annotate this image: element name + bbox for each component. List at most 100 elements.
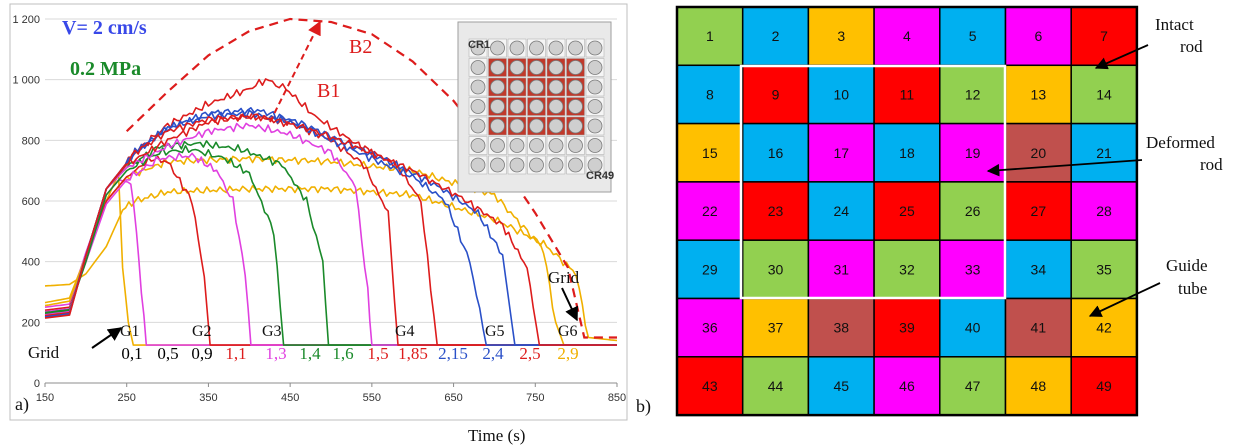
rod-cell-46 — [873, 356, 941, 416]
panel-b-label: b) — [636, 396, 651, 417]
rod-number: 45 — [833, 378, 849, 394]
rod-number: 27 — [1031, 203, 1047, 219]
rod-position-label: 1,3 — [265, 344, 286, 363]
series-line-4 — [44, 155, 617, 346]
rod-number: 36 — [702, 320, 718, 336]
inset-rod — [548, 99, 564, 114]
inset-rod — [490, 157, 505, 173]
inset-rod — [568, 40, 583, 56]
rod-number: 48 — [1031, 378, 1047, 394]
velocity-label: V= 2 cm/s — [62, 17, 147, 39]
rod-cell-11 — [873, 64, 941, 125]
rod-grid-border — [675, 5, 1139, 417]
rod-number: 28 — [1096, 203, 1112, 219]
inset-rod — [490, 138, 505, 153]
inset-rod — [587, 138, 603, 153]
inset-rod — [587, 118, 603, 134]
series-line-2 — [44, 172, 617, 346]
rod-number: 3 — [837, 28, 845, 44]
rod-number: 19 — [965, 145, 981, 161]
grid-label-left: Grid — [28, 343, 60, 362]
inset-rod — [548, 138, 564, 153]
inset-rod-grid — [468, 38, 605, 175]
rod-cell-37 — [741, 297, 810, 358]
inset-rod — [587, 40, 603, 56]
rod-number: 18 — [899, 145, 915, 161]
inset-label-cr49: CR49 — [586, 170, 614, 182]
y-tick-label: 1 200 — [12, 14, 40, 26]
inset-rod — [529, 40, 544, 56]
rod-position-label: 2,9 — [557, 344, 578, 363]
inset-rod — [490, 79, 505, 95]
rod-number: 29 — [702, 261, 718, 277]
inset-rod — [568, 157, 583, 173]
x-tick-label: 750 — [526, 392, 544, 404]
rod-cell-1 — [676, 6, 744, 67]
rod-number: 46 — [899, 378, 915, 394]
rod-number: 39 — [899, 320, 915, 336]
x-ticks: 150 250 350 450 550 650 750 850 — [36, 383, 626, 404]
inset-label-cr1: CR1 — [468, 39, 490, 51]
series-lines — [44, 78, 618, 346]
panel-a-label: a) — [15, 394, 29, 415]
inset-rod — [470, 99, 486, 114]
series-line-14 — [44, 113, 617, 346]
x-tick-label: 450 — [281, 392, 299, 404]
rod-number: 37 — [768, 320, 784, 336]
grid-marker-g3: G3 — [262, 323, 282, 340]
grid-marker-g2: G2 — [192, 323, 212, 340]
rod-number: 43 — [702, 378, 718, 394]
grid-marker-g1: G1 — [120, 323, 140, 340]
y-ticks: 0 200 400 600 800 1 000 1 200 — [12, 14, 40, 390]
rod-number: 47 — [965, 378, 981, 394]
rod-number: 7 — [1100, 28, 1108, 44]
annotation-intact-rod: rod — [1180, 37, 1203, 56]
rod-number: 40 — [965, 320, 981, 336]
rod-cell-3 — [807, 6, 875, 67]
rod-number: 31 — [833, 261, 849, 277]
y-tick-label: 600 — [22, 196, 40, 208]
inset-rod — [470, 118, 486, 134]
inset-rod — [529, 99, 544, 114]
inset-rod — [568, 138, 583, 153]
inset-rod — [490, 60, 505, 75]
curve-label-b1: B1 — [317, 80, 340, 102]
x-tick-label: 150 — [36, 392, 54, 404]
rod-number: 25 — [899, 203, 915, 219]
rod-number: 2 — [772, 28, 780, 44]
rod-position-label: 1,1 — [225, 344, 246, 363]
inset-rod — [548, 118, 564, 134]
rod-number: 1 — [706, 28, 714, 44]
rod-cell-16 — [741, 122, 810, 183]
inset-rod — [470, 60, 486, 75]
rod-number: 10 — [833, 86, 849, 102]
rod-position-label: 1,6 — [332, 344, 353, 363]
arrow-deformed — [986, 159, 1143, 177]
inset-rod — [509, 99, 525, 114]
rod-number: 12 — [965, 86, 981, 102]
rod-number: 5 — [969, 28, 977, 44]
annotation-deformed: Deformed — [1146, 133, 1215, 152]
grid-arrow-right — [561, 287, 578, 322]
rod-number: 24 — [833, 203, 849, 219]
annotation-intact: Intact — [1155, 15, 1194, 34]
inset-rod — [587, 60, 603, 75]
panel-a: 0 200 400 600 800 1 000 1 200 150 250 350 450 550 6… — [9, 3, 628, 445]
inset-rod — [509, 118, 525, 134]
rod-number: 34 — [1031, 261, 1047, 277]
rod-position-label: 2,4 — [482, 344, 504, 363]
rod-number: 15 — [702, 145, 718, 161]
inner-region-outline — [739, 64, 1007, 300]
rod-number: 14 — [1096, 86, 1112, 102]
rod-number: 21 — [1096, 145, 1112, 161]
chart-border — [9, 3, 628, 421]
inset-rod — [470, 40, 486, 56]
rod-number: 11 — [900, 86, 915, 102]
rod-cell-47 — [939, 356, 1007, 416]
y-tick-label: 800 — [22, 135, 40, 147]
inset-rod — [548, 60, 564, 75]
x-tick-label: 350 — [199, 392, 217, 404]
x-tick-label: 850 — [608, 392, 626, 404]
annotation-deformed-rod: rod — [1200, 155, 1223, 174]
inset-rod — [509, 138, 525, 153]
